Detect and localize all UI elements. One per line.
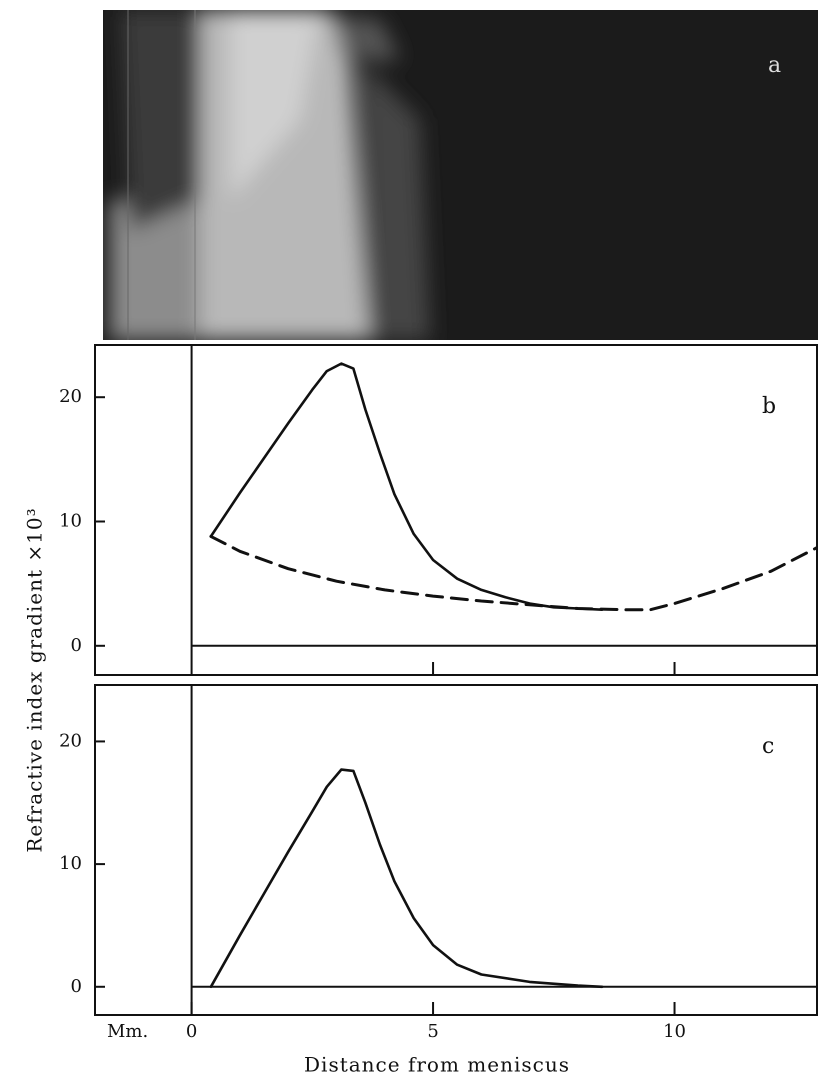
line-series (209, 362, 604, 611)
y-tick-label: 20 (59, 730, 82, 751)
photo-bands (110, 10, 430, 340)
x-tick-label: 5 (427, 1021, 438, 1042)
plot-frame (94, 684, 818, 1016)
panel-label: c (762, 734, 774, 759)
x-tick-label: 10 (663, 1021, 686, 1042)
y-tick-label: 0 (71, 635, 82, 656)
y-axis-label: Refractive index gradient ×10³ (23, 507, 47, 852)
photo: a (103, 10, 818, 340)
y-tick-label: 10 (59, 510, 82, 531)
plot-frame (94, 344, 818, 676)
y-tick-label: 20 (59, 386, 82, 407)
x-unit-label: Mm. (107, 1021, 148, 1042)
y-tick-label: 0 (71, 976, 82, 997)
panel-label: b (762, 394, 776, 419)
x-tick-label: 0 (186, 1021, 197, 1042)
y-tick-label: 10 (59, 853, 82, 874)
panel-label: a (768, 53, 781, 78)
x-axis-label: Distance from meniscus (304, 1053, 570, 1077)
line-series (209, 534, 818, 612)
line-series (209, 768, 604, 989)
